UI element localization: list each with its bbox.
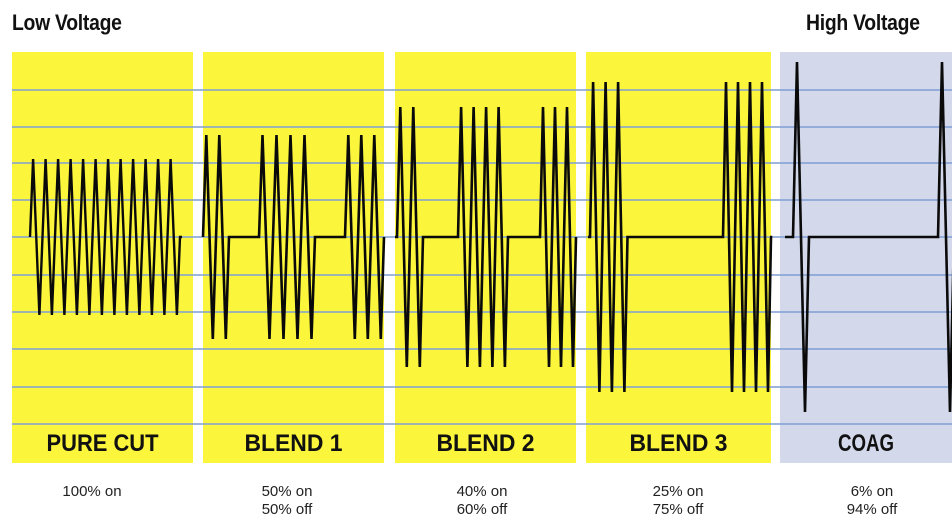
duty-on-text: 50% on [261,483,313,500]
duty-off-text: 94% off [846,501,898,518]
waveform-blend-2 [395,106,578,368]
duty-blend-2: 40% on 60% off [402,483,562,519]
mode-labels: PURE CUT BLEND 1 BLEND 2 BLEND 3 COAG [47,430,895,457]
waveforms [28,61,952,413]
duty-on-text: 100% on [62,483,122,500]
mode-name-label: COAG [838,430,894,457]
duty-blend-3: 25% on 75% off [598,483,758,519]
waveform-blend-3 [588,81,773,393]
duty-on-text: 40% on [456,483,508,500]
mode-name-label: BLEND 3 [630,430,728,457]
duty-pure-cut: 100% on [12,483,172,501]
duty-coag: 6% on 94% off [792,483,952,519]
mode-name-label: BLEND 2 [437,430,535,457]
low-voltage-label: Low Voltage [12,10,122,35]
duty-blend-1: 50% on 50% off [207,483,367,519]
duty-off-text: 60% off [456,501,508,518]
high-voltage-label: High Voltage [806,10,920,35]
duty-on-text: 6% on [850,483,894,500]
mode-name-label: PURE CUT [47,430,159,457]
duty-on-text: 25% on [652,483,704,500]
duty-off-text: 50% off [261,501,313,518]
waveform-pure-cut [28,158,182,316]
mode-name-label: BLEND 1 [245,430,343,457]
waveform-coag [785,61,952,413]
duty-off-text: 75% off [652,501,704,518]
waveform-blend-1 [201,134,386,340]
